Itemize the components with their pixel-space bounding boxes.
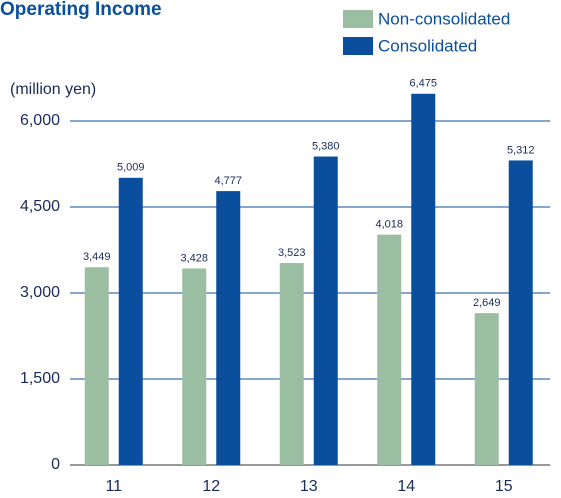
data-label: 2,649 (473, 297, 501, 309)
bar (411, 93, 436, 466)
bar (84, 267, 109, 465)
data-label: 3,449 (83, 251, 111, 263)
chart-title: Operating Income (0, 0, 162, 20)
y-tick-label: 1,500 (20, 370, 60, 387)
data-label: 4,777 (214, 175, 242, 187)
data-label: 3,523 (278, 247, 306, 259)
data-label: 6,475 (409, 78, 437, 90)
data-label: 3,428 (180, 252, 208, 264)
bar (313, 156, 338, 465)
data-label: 5,009 (117, 162, 145, 174)
x-tick-label: 11 (105, 478, 122, 495)
y-tick-label: 4,500 (20, 198, 60, 215)
data-label: 5,380 (312, 140, 340, 152)
data-label: 5,312 (507, 144, 535, 156)
bar (508, 160, 533, 466)
x-tick-label: 13 (300, 478, 318, 495)
x-tick-label: 14 (397, 478, 415, 495)
bar (377, 234, 402, 465)
legend-label: Non-consolidated (378, 9, 510, 28)
bar (118, 177, 143, 466)
x-tick-label: 15 (495, 478, 513, 495)
data-label: 4,018 (375, 219, 403, 231)
y-tick-label: 3,000 (20, 284, 60, 301)
legend-label: Consolidated (378, 36, 477, 55)
legend-swatch (343, 37, 373, 55)
y-tick-label: 6,000 (20, 112, 60, 129)
bar (279, 263, 304, 465)
bar (474, 313, 499, 465)
bar (182, 268, 207, 465)
x-tick-label: 12 (202, 478, 220, 495)
bar (216, 191, 241, 466)
y-axis-label: (million yen) (10, 81, 96, 98)
y-tick-label: 0 (51, 456, 60, 473)
legend-swatch (343, 10, 373, 28)
